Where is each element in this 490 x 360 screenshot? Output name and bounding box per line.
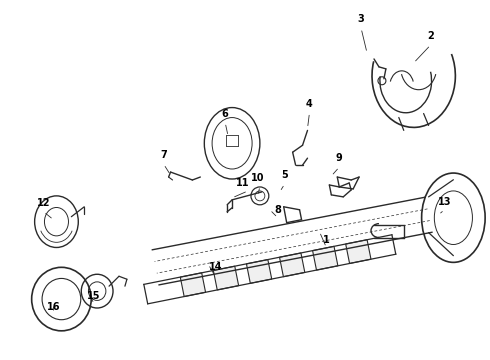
Text: 16: 16	[47, 302, 60, 312]
Text: 14: 14	[208, 262, 222, 272]
Text: 10: 10	[251, 173, 265, 183]
Text: 6: 6	[222, 108, 228, 118]
Text: 13: 13	[438, 197, 451, 207]
Text: 3: 3	[358, 14, 365, 24]
Text: 8: 8	[274, 205, 281, 215]
Text: 7: 7	[160, 150, 167, 160]
Text: 2: 2	[427, 31, 434, 41]
Polygon shape	[180, 273, 206, 297]
Text: 1: 1	[323, 234, 330, 244]
Text: 4: 4	[306, 99, 313, 109]
Polygon shape	[279, 253, 305, 277]
Text: 5: 5	[281, 170, 288, 180]
Polygon shape	[213, 266, 239, 290]
Polygon shape	[313, 246, 338, 270]
Text: 11: 11	[236, 178, 250, 188]
Text: 15: 15	[87, 291, 101, 301]
Text: 12: 12	[37, 198, 50, 208]
Text: 9: 9	[336, 153, 343, 163]
Polygon shape	[246, 260, 272, 283]
Polygon shape	[345, 240, 371, 264]
